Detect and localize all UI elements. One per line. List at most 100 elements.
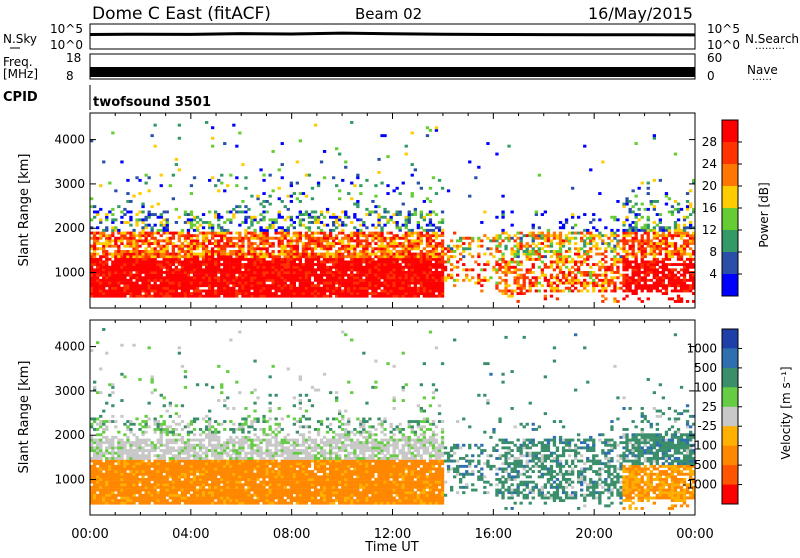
- echo-cell: [520, 274, 523, 277]
- echo-cell: [453, 245, 456, 248]
- echo-cell: [154, 145, 157, 148]
- echo-cell: [99, 274, 102, 277]
- echo-cell: [383, 261, 386, 264]
- echo-cell: [123, 468, 126, 471]
- echo-cell: [338, 247, 341, 250]
- echo-cell: [269, 261, 272, 264]
- echo-cell: [299, 263, 302, 266]
- echo-cell: [129, 271, 132, 274]
- echo-cell: [396, 242, 399, 245]
- echo-cell: [293, 253, 296, 256]
- echo-cell: [411, 163, 414, 166]
- echo-cell: [377, 261, 380, 264]
- echo-cell: [287, 292, 290, 295]
- echo-cell: [350, 284, 353, 287]
- echo-cell: [665, 276, 668, 279]
- echo-cell: [247, 250, 250, 253]
- echo-cell: [141, 497, 144, 500]
- echo-cell: [659, 239, 662, 242]
- echo-cell: [278, 226, 281, 229]
- echo-cell: [132, 441, 135, 444]
- echo-cell: [577, 247, 580, 250]
- echo-cell: [226, 229, 229, 232]
- echo-cell: [644, 274, 647, 277]
- echo-cell: [272, 189, 275, 192]
- echo-cell: [105, 457, 108, 460]
- echo-cell: [447, 189, 450, 192]
- echo-cell: [299, 292, 302, 295]
- echo-cell: [105, 402, 108, 405]
- echo-cell: [441, 261, 444, 264]
- echo-cell: [105, 491, 108, 494]
- echo-cell: [148, 483, 151, 486]
- echo-cell: [332, 237, 335, 240]
- echo-cell: [341, 268, 344, 271]
- echo-cell: [592, 290, 595, 293]
- echo-cell: [462, 237, 465, 240]
- echo-cell: [622, 258, 625, 261]
- echo-cell: [229, 211, 232, 214]
- echo-cell: [305, 247, 308, 250]
- echo-cell: [677, 229, 680, 232]
- echo-cell: [674, 226, 677, 229]
- echo-cell: [677, 300, 680, 303]
- echo-cell: [574, 232, 577, 235]
- echo-cell: [196, 229, 199, 232]
- echo-cell: [622, 242, 625, 245]
- echo-cell: [420, 237, 423, 240]
- echo-cell: [108, 420, 111, 423]
- echo-cell: [598, 290, 601, 293]
- echo-cell: [659, 276, 662, 279]
- echo-cell: [250, 216, 253, 219]
- echo-cell: [114, 489, 117, 492]
- echo-cell: [595, 284, 598, 287]
- echo-cell: [111, 208, 114, 211]
- echo-cell: [99, 284, 102, 287]
- echo-cell: [108, 274, 111, 277]
- echo-cell: [172, 271, 175, 274]
- echo-cell: [689, 290, 692, 293]
- echo-cell: [135, 245, 138, 248]
- echo-cell: [662, 276, 665, 279]
- echo-cell: [320, 266, 323, 269]
- echo-cell: [253, 234, 256, 237]
- echo-cell: [108, 468, 111, 471]
- echo-cell: [308, 261, 311, 264]
- echo-cell: [290, 247, 293, 250]
- echo-cell: [386, 232, 389, 235]
- echo-cell: [405, 287, 408, 290]
- echo-cell: [132, 449, 135, 452]
- echo-cell: [190, 213, 193, 216]
- echo-cell: [329, 290, 332, 293]
- echo-cell: [577, 255, 580, 258]
- echo-cell: [244, 290, 247, 293]
- echo-cell: [532, 237, 535, 240]
- echo-cell: [123, 494, 126, 497]
- echo-cell: [296, 258, 299, 261]
- echo-cell: [259, 242, 262, 245]
- echo-cell: [435, 282, 438, 285]
- echo-cell: [320, 161, 323, 164]
- echo-cell: [296, 182, 299, 185]
- echo-cell: [653, 253, 656, 256]
- echo-cell: [344, 166, 347, 169]
- echo-cell: [444, 261, 447, 264]
- echo-cell: [160, 279, 163, 282]
- echo-cell: [571, 213, 574, 216]
- echo-cell: [145, 218, 148, 221]
- echo-cell: [148, 261, 151, 264]
- echo-cell: [353, 247, 356, 250]
- echo-cell: [299, 276, 302, 279]
- echo-cell: [217, 224, 220, 227]
- echo-cell: [589, 242, 592, 245]
- echo-cell: [302, 276, 305, 279]
- echo-cell: [187, 245, 190, 248]
- echo-cell: [520, 276, 523, 279]
- echo-cell: [211, 292, 214, 295]
- echo-cell: [135, 224, 138, 227]
- echo-cell: [129, 224, 132, 227]
- echo-cell: [114, 268, 117, 271]
- echo-cell: [96, 489, 99, 492]
- echo-cell: [365, 226, 368, 229]
- echo-cell: [181, 229, 184, 232]
